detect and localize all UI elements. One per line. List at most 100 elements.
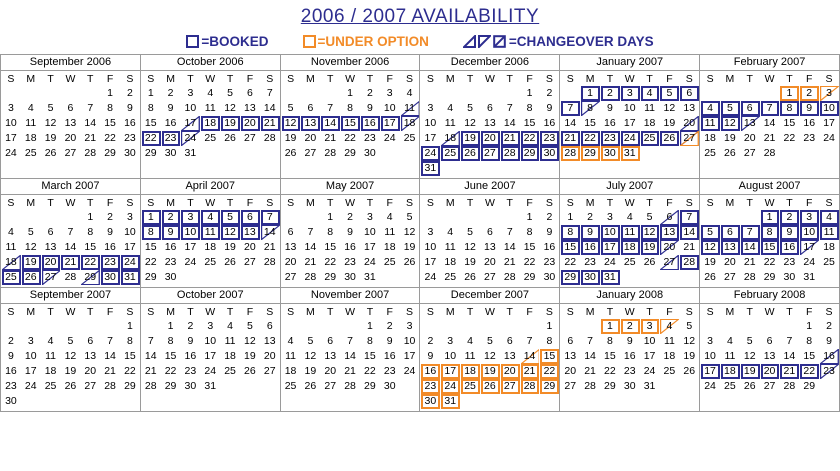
- day-cell-free[interactable]: 29: [141, 146, 161, 161]
- day-cell-free[interactable]: 4: [200, 86, 220, 101]
- day-cell-booked[interactable]: 13: [240, 225, 260, 240]
- day-cell-free[interactable]: 17: [420, 255, 440, 270]
- day-cell-free[interactable]: 11: [200, 101, 220, 116]
- day-cell-booked[interactable]: 20: [240, 116, 260, 131]
- day-cell-free[interactable]: 16: [600, 116, 620, 131]
- day-cell-free[interactable]: 24: [819, 131, 839, 146]
- day-cell-free[interactable]: 15: [520, 240, 540, 255]
- day-cell-free[interactable]: 7: [60, 225, 80, 240]
- day-cell-free[interactable]: 29: [600, 379, 620, 394]
- day-cell-free[interactable]: 9: [819, 334, 839, 349]
- day-cell-free[interactable]: 15: [141, 240, 161, 255]
- day-cell-free[interactable]: 29: [141, 270, 161, 285]
- day-cell-free[interactable]: 6: [500, 334, 520, 349]
- day-cell-free[interactable]: 13: [679, 101, 699, 116]
- day-cell-free[interactable]: 14: [300, 240, 320, 255]
- day-cell-free[interactable]: 30: [180, 379, 200, 394]
- day-cell-booked[interactable]: 7: [260, 210, 280, 225]
- day-cell-free[interactable]: 16: [799, 116, 819, 131]
- day-cell-booked[interactable]: 31: [600, 270, 620, 285]
- day-cell-free[interactable]: 7: [141, 334, 161, 349]
- day-cell-booked[interactable]: 20: [480, 131, 500, 146]
- day-cell-free[interactable]: 19: [281, 131, 301, 146]
- day-cell-booked[interactable]: 8: [760, 225, 780, 240]
- day-cell-free[interactable]: 29: [340, 146, 360, 161]
- day-cell-booked[interactable]: 22: [520, 131, 540, 146]
- day-cell-free[interactable]: 11: [720, 349, 740, 364]
- day-cell-free[interactable]: 24: [400, 364, 420, 379]
- day-cell-booked[interactable]: 25: [440, 146, 461, 161]
- day-cell-free[interactable]: 14: [141, 349, 161, 364]
- day-cell-free[interactable]: 5: [480, 334, 500, 349]
- day-cell-free[interactable]: 2: [120, 86, 140, 101]
- day-cell-free[interactable]: 25: [720, 379, 740, 394]
- day-cell-free[interactable]: 29: [760, 270, 780, 285]
- day-cell-free[interactable]: 7: [580, 334, 600, 349]
- day-cell-free[interactable]: 2: [539, 86, 559, 101]
- day-cell-free[interactable]: 19: [41, 131, 61, 146]
- day-cell-booked[interactable]: 3: [620, 86, 640, 101]
- day-cell-free[interactable]: 14: [779, 349, 799, 364]
- day-cell-free[interactable]: 17: [1, 131, 21, 146]
- day-cell-free[interactable]: 26: [700, 270, 720, 285]
- day-cell-free[interactable]: 12: [300, 349, 320, 364]
- day-cell-free[interactable]: 3: [200, 319, 220, 334]
- day-cell-free[interactable]: 28: [320, 146, 340, 161]
- day-cell-booked[interactable]: 19: [460, 131, 480, 146]
- day-cell-free[interactable]: 7: [520, 334, 540, 349]
- day-cell-free[interactable]: 20: [480, 255, 500, 270]
- day-cell-free[interactable]: 6: [240, 86, 260, 101]
- day-cell-free[interactable]: 16: [180, 349, 200, 364]
- day-cell-booked[interactable]: 3: [180, 210, 201, 225]
- day-cell-free[interactable]: 11: [41, 349, 61, 364]
- day-cell-free[interactable]: 4: [440, 225, 460, 240]
- day-cell-booked[interactable]: 7: [740, 225, 760, 240]
- day-cell-free[interactable]: 6: [480, 101, 500, 116]
- day-cell-free[interactable]: 12: [220, 101, 240, 116]
- day-cell-free[interactable]: 18: [21, 131, 41, 146]
- day-cell-free[interactable]: 11: [460, 349, 480, 364]
- day-cell-free[interactable]: 23: [580, 255, 600, 270]
- day-cell-free[interactable]: 9: [180, 334, 200, 349]
- day-cell-booked[interactable]: 21: [60, 255, 81, 270]
- day-cell-booked[interactable]: 23: [100, 255, 120, 270]
- day-cell-free[interactable]: 29: [100, 146, 120, 161]
- day-cell-free[interactable]: 8: [80, 225, 100, 240]
- day-cell-free[interactable]: 11: [281, 349, 301, 364]
- day-cell-free[interactable]: 25: [400, 131, 420, 146]
- day-cell-free[interactable]: 9: [420, 349, 440, 364]
- day-cell-free[interactable]: 30: [120, 146, 140, 161]
- day-cell-free[interactable]: 6: [320, 334, 340, 349]
- day-cell-free[interactable]: 3: [120, 210, 140, 225]
- day-cell-free[interactable]: 26: [400, 255, 420, 270]
- day-cell-booked[interactable]: 10: [819, 101, 839, 116]
- day-cell-booked[interactable]: 18: [620, 240, 640, 255]
- day-cell-free[interactable]: 19: [460, 255, 480, 270]
- day-cell-free[interactable]: 9: [600, 101, 620, 116]
- day-cell-free[interactable]: 30: [779, 270, 799, 285]
- day-cell-free[interactable]: 5: [281, 101, 301, 116]
- day-cell-free[interactable]: 9: [1, 349, 21, 364]
- day-cell-free[interactable]: 28: [60, 270, 80, 285]
- day-cell-under-option[interactable]: 17: [440, 364, 461, 379]
- day-cell-free[interactable]: 24: [1, 146, 21, 161]
- day-cell-free[interactable]: 24: [21, 379, 41, 394]
- day-cell-booked[interactable]: 19: [220, 116, 240, 131]
- day-cell-free[interactable]: 20: [720, 255, 740, 270]
- day-cell-booked[interactable]: 15: [760, 240, 780, 255]
- day-cell-free[interactable]: 15: [141, 116, 161, 131]
- day-cell-free[interactable]: 30: [539, 270, 559, 285]
- day-cell-changeover[interactable]: 4: [659, 319, 680, 334]
- day-cell-free[interactable]: 30: [161, 270, 181, 285]
- day-cell-free[interactable]: 10: [700, 349, 720, 364]
- day-cell-free[interactable]: 22: [600, 364, 620, 379]
- day-cell-under-option[interactable]: 1: [779, 86, 800, 101]
- day-cell-free[interactable]: 28: [580, 379, 600, 394]
- day-cell-changeover[interactable]: 3: [819, 86, 839, 101]
- day-cell-free[interactable]: 29: [799, 379, 819, 394]
- day-cell-free[interactable]: 18: [700, 131, 720, 146]
- day-cell-free[interactable]: 7: [260, 86, 280, 101]
- day-cell-booked[interactable]: 20: [41, 255, 61, 270]
- day-cell-free[interactable]: 1: [100, 86, 120, 101]
- day-cell-booked[interactable]: 11: [200, 225, 221, 240]
